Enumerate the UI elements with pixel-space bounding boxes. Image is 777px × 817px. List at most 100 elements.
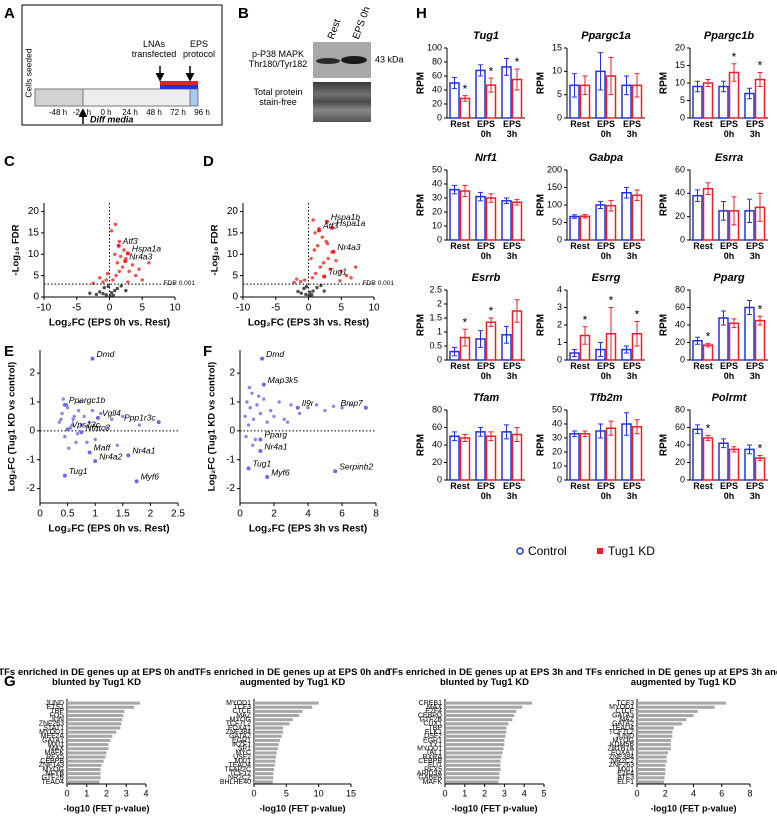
labeled-point <box>333 469 338 474</box>
bar <box>459 190 471 241</box>
point <box>326 256 330 261</box>
y-tick-label: 80 <box>432 404 442 414</box>
category-label: RFX5 <box>424 766 442 773</box>
point <box>312 248 317 252</box>
x-tick-label-box: Rest <box>570 120 590 129</box>
y-tick-label: 20 <box>432 98 442 108</box>
point <box>353 265 358 269</box>
labeled-point <box>62 402 67 407</box>
point <box>321 261 326 265</box>
x-tick-label: EPS 3h <box>622 242 641 261</box>
x-tick-label: EPS 0h <box>596 482 615 501</box>
x-tick-label-box: Rest <box>450 242 470 251</box>
bar <box>67 780 100 784</box>
category-label: ELF1 <box>617 779 634 786</box>
point <box>113 252 117 256</box>
panel-title: TFs enriched in DE genes up at EPS 3h an… <box>386 668 583 689</box>
bar <box>67 709 125 713</box>
y-axis-label: RPM <box>659 434 670 456</box>
point-label: Atf3 <box>122 236 138 246</box>
y-tick-label: 100 <box>547 199 562 209</box>
y-tick-label: 0 <box>680 474 685 484</box>
bar <box>621 192 632 241</box>
bar <box>67 751 107 755</box>
bar <box>254 718 293 722</box>
bar <box>595 204 606 241</box>
labeled-point <box>79 430 84 435</box>
y-tick-label: 80 <box>432 56 442 66</box>
x-tick-label: EPS 3h <box>622 482 641 501</box>
x-tick-label-box: EPS 3h <box>622 482 641 501</box>
y-axis-label: RPM <box>416 314 427 336</box>
x-tick-label-box: EPS 3h <box>503 242 521 261</box>
blot-row-label: p-P38 MAPK Thr180/Tyr182 <box>248 50 308 69</box>
bar <box>445 734 506 738</box>
y-axis-label: -Log₁₀ FDR <box>210 224 221 275</box>
x-tick-label: EPS 0h <box>719 120 738 139</box>
y-tick-label: 0 <box>232 292 238 303</box>
y-tick-label: 1.5 <box>429 312 442 322</box>
point <box>117 269 122 274</box>
y-axis-label: -Log₁₀ FDR <box>11 224 22 275</box>
panel-label: G <box>4 673 16 690</box>
y-tick-label: 0 <box>33 292 39 303</box>
y-axis-label: RPM <box>416 72 427 94</box>
x-tick-label: EPS 3h <box>502 120 521 139</box>
x-tick-label: Rest <box>570 242 590 251</box>
category-label: MAX <box>427 704 443 711</box>
bar <box>67 722 122 726</box>
labeled-point <box>156 420 161 425</box>
x-tick-label: 4 <box>143 788 148 798</box>
category-label: SP1 <box>238 746 251 753</box>
point <box>318 265 322 269</box>
category-label: TEAD4 <box>611 725 634 732</box>
category-label: NR2C2 <box>228 775 251 782</box>
point <box>78 400 82 404</box>
category-label: ZNF263 <box>609 762 634 769</box>
category-label: ZNF384 <box>226 729 251 736</box>
point <box>97 290 102 294</box>
point <box>265 420 269 424</box>
y-axis-label: Log₂FC (Tug1 KD vs control) <box>7 362 18 492</box>
y-tick-label: 0 <box>437 354 442 364</box>
significance: * <box>583 313 588 327</box>
bar <box>637 734 673 738</box>
y-tick-label: 40 <box>432 439 442 449</box>
point <box>307 294 311 298</box>
x-tick-label: EPS 0h <box>719 362 738 381</box>
panel-title: Esrrg <box>592 272 621 284</box>
point-label: Nr4a3 <box>337 242 360 252</box>
category-label: FOXA1 <box>611 750 634 757</box>
point <box>253 437 257 442</box>
x-tick-label: 0 <box>237 509 243 520</box>
bar <box>445 776 500 780</box>
point <box>277 400 281 404</box>
point-label: Tug1 <box>253 459 272 469</box>
bar <box>637 747 671 751</box>
panel-title: Tfb2m <box>590 392 623 404</box>
x-tick-label: Rest <box>570 482 590 491</box>
point <box>244 434 248 439</box>
x-tick-label: 2 <box>148 509 154 520</box>
category-label: TAL1 <box>426 750 442 757</box>
point <box>243 414 247 419</box>
y-axis-label: Log₂FC (Tug1 KD vs control) <box>207 362 218 492</box>
category-label: TFAP2C <box>225 766 251 773</box>
point <box>304 285 309 289</box>
point-label: Vps13c <box>72 420 101 430</box>
y-tick-label: 60 <box>432 422 442 432</box>
labeled-point <box>62 473 67 478</box>
point <box>248 406 252 410</box>
panel-title: Tfam <box>473 392 500 404</box>
point <box>302 278 307 282</box>
x-tick-label-box: Rest <box>450 362 470 371</box>
point <box>299 291 303 295</box>
bar <box>485 197 497 241</box>
point <box>99 411 103 416</box>
x-tick-label: 0 <box>251 788 256 798</box>
blot-size: 43 kDa <box>375 54 404 64</box>
bar <box>254 755 276 759</box>
point <box>82 414 86 419</box>
x-tick-label: EPS 3h <box>745 120 764 139</box>
